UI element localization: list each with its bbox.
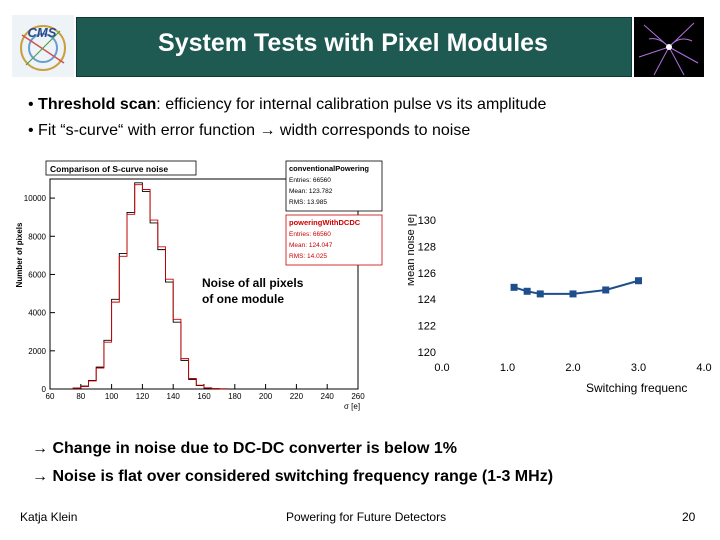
bullet-threshold-label: Threshold scan — [38, 96, 157, 113]
line-y-tick-label: 126 — [418, 268, 436, 280]
arrow-icon: → — [32, 468, 48, 485]
footer-page-number: 20 — [682, 510, 696, 524]
histogram-x-tick-label: 220 — [290, 392, 304, 401]
histogram-y-tick-label: 6000 — [28, 270, 46, 279]
bullet-threshold-text: : efficiency for internal calibration pu… — [156, 96, 547, 113]
histogram-title: Comparison of S-curve noise — [50, 164, 168, 174]
histogram-x-tick-label: 240 — [321, 392, 335, 401]
bullet-threshold-scan: • Threshold scan: efficiency for interna… — [28, 96, 546, 114]
bullet-marker: • — [28, 96, 39, 113]
bullet-fit: • Fit “s-curve“ with error function → wi… — [28, 122, 470, 140]
histogram-x-tick-label: 160 — [197, 392, 211, 401]
histogram-x-tick-label: 180 — [228, 392, 242, 401]
bullet-fit-text: Fit “s-curve“ with error function — [38, 122, 260, 139]
svg-text:CMS: CMS — [28, 25, 57, 40]
histogram-annotation-2: of one module — [202, 292, 284, 306]
stats-box — [285, 214, 383, 266]
conclusion-1: → Change in noise due to DC-DC converter… — [32, 440, 457, 458]
line-chart-svg: 120 122 124 126 128 130 0.0 1.0 2.0 3.0 4.0 Mean n… — [405, 214, 712, 395]
histogram-y-tick-label: 0 — [42, 385, 47, 394]
histogram-x-tick-label: 60 — [46, 392, 55, 401]
stats-line: Entries: 66560 — [289, 177, 331, 184]
arrow-icon: → — [32, 440, 48, 457]
stats-title: poweringWithDCDC — [289, 218, 361, 227]
line-point — [523, 287, 531, 295]
histogram-y-label: Number of pixels — [15, 222, 24, 287]
stats-line: Mean: 123.782 — [289, 188, 333, 195]
footer-author: Katja Klein — [20, 510, 78, 524]
histogram-x-tick-label: 100 — [105, 392, 119, 401]
stats-line: RMS: 13.985 — [289, 199, 327, 206]
line-y-tick-label: 130 — [418, 215, 436, 227]
bullet-fit-text-2: width corresponds to noise — [275, 122, 471, 139]
title-bar — [76, 17, 632, 77]
noise-histogram: Comparison of S-curve noise 60 80 100 120 14… — [10, 157, 390, 417]
line-point — [602, 286, 610, 294]
page-title: System Tests with Pixel Modules — [158, 29, 548, 57]
stats-line: Entries: 66560 — [289, 231, 331, 238]
line-y-label: Mean noise [e] — [408, 214, 417, 286]
histogram-x-tick-label: 140 — [167, 392, 181, 401]
line-y-tick-label: 122 — [418, 321, 436, 333]
line-x-tick-label: 4.0 — [696, 362, 711, 374]
histogram-series-poweringWithDCDC — [72, 184, 228, 390]
line-y-tick-label: 120 — [418, 347, 436, 359]
histogram-x-tick-label: 260 — [351, 392, 365, 401]
cms-logo: CMS — [12, 15, 74, 77]
histogram-annotation-1: Noise of all pixels — [202, 276, 304, 290]
histogram-x-tick-label: 80 — [76, 392, 85, 401]
bullet-marker: • — [28, 122, 39, 139]
line-x-tick-label: 1.0 — [500, 362, 515, 374]
histogram-y-tick-label: 4000 — [28, 309, 46, 318]
histogram-svg: Comparison of S-curve noise 60 80 100 120 14… — [10, 157, 390, 417]
footer-talk-title: Powering for Future Detectors — [286, 510, 447, 524]
line-x-tick-label: 2.0 — [565, 362, 580, 374]
histogram-title-box — [45, 160, 197, 176]
histogram-x-label: σ [e] — [344, 402, 360, 411]
line-y-tick-label: 124 — [418, 294, 436, 306]
stats-line: RMS: 14.025 — [289, 253, 327, 260]
line-point — [510, 283, 518, 291]
histogram-x-tick-label: 120 — [136, 392, 150, 401]
slide-header: CMS System Tests with Pixel Modules — [10, 15, 704, 77]
conclusion-2-text: Noise is flat over considered switching … — [52, 468, 554, 485]
histogram-y-tick-label: 2000 — [28, 347, 46, 356]
line-x-tick-label: 3.0 — [631, 362, 646, 374]
arrow-icon: → — [259, 122, 276, 139]
line-x-label: Switching frequenc — [586, 381, 687, 395]
line-point — [635, 277, 642, 285]
line-point — [569, 290, 577, 298]
histogram-x-tick-label: 200 — [259, 392, 273, 401]
stats-line: Mean: 124.047 — [289, 242, 333, 249]
stats-box — [285, 160, 383, 212]
mean-noise-chart: 120 122 124 126 128 130 0.0 1.0 2.0 3.0 4.0 Mean n… — [405, 190, 720, 400]
conclusion-1-text: Change in noise due to DC-DC converter i… — [52, 440, 457, 457]
line-y-tick-label: 128 — [418, 241, 436, 253]
histogram-y-tick-label: 10000 — [24, 194, 47, 203]
conclusion-2: → Noise is flat over considered switchin… — [32, 468, 553, 486]
histogram-y-tick-label: 8000 — [28, 232, 46, 241]
event-display-image — [634, 17, 704, 77]
stats-title: conventionalPowering — [289, 164, 369, 173]
line-x-tick-label: 0.0 — [434, 362, 449, 374]
line-point — [536, 290, 544, 298]
